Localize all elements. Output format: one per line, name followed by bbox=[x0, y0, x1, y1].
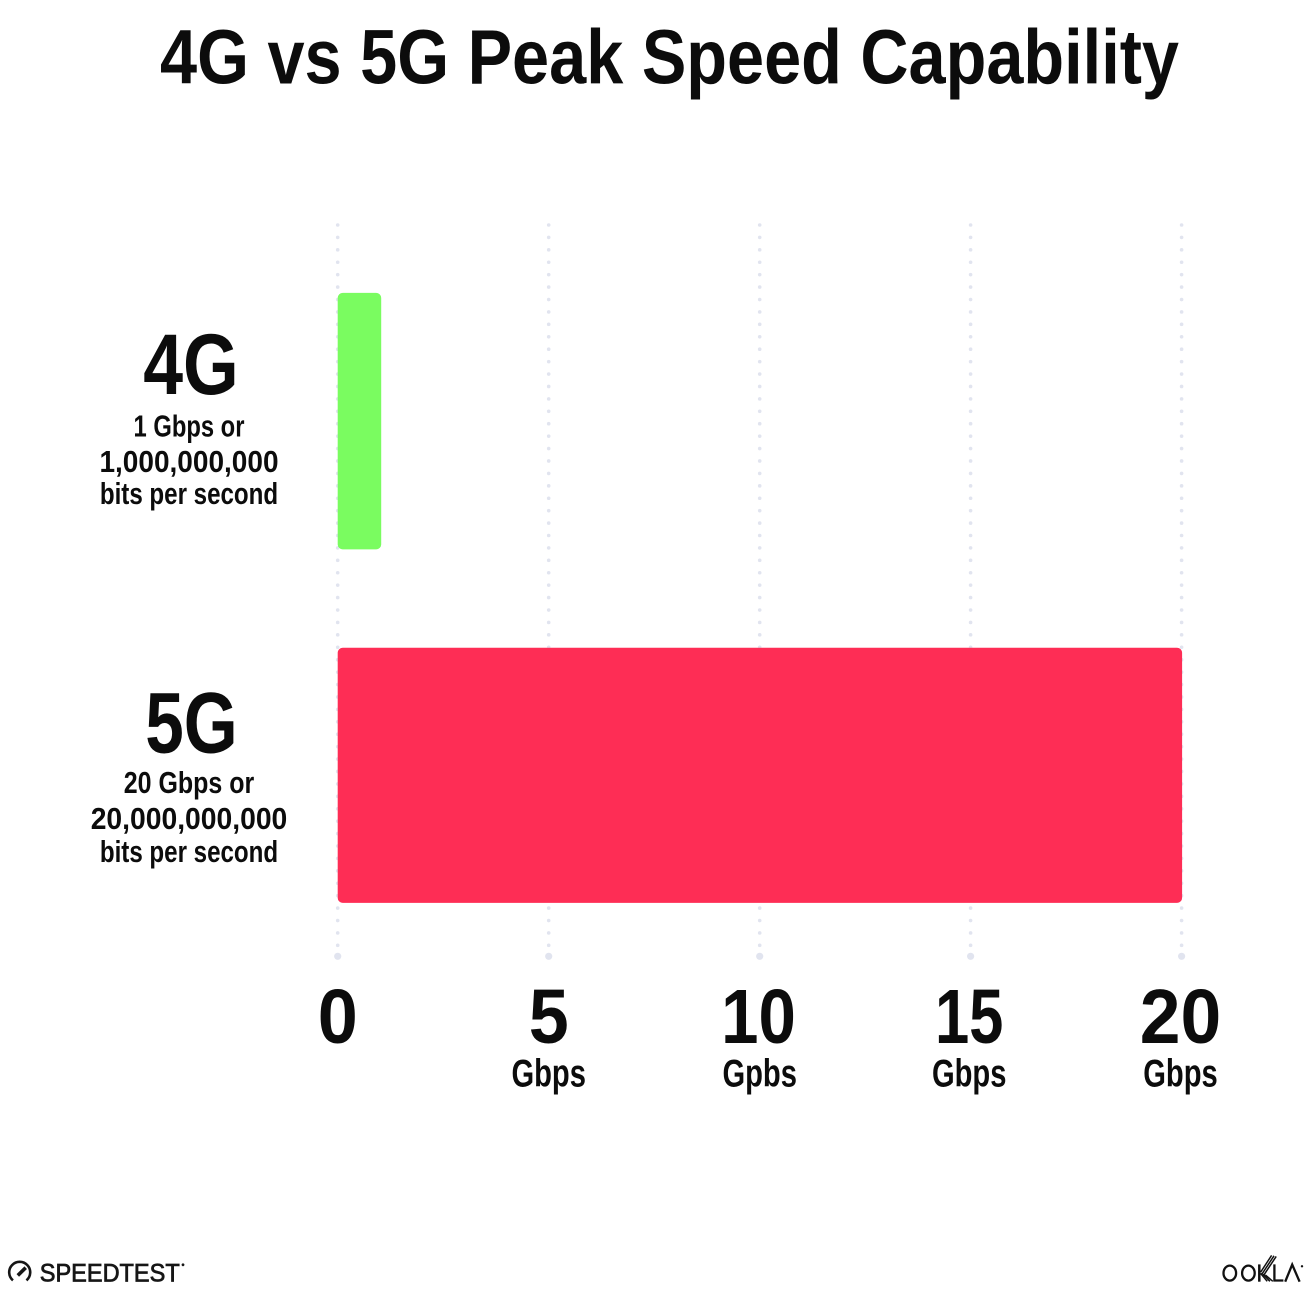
svg-text:4G vs 5G Peak Speed Capability: 4G vs 5G Peak Speed Capability bbox=[160, 15, 1179, 101]
svg-text:1 Gbps or: 1 Gbps or bbox=[134, 409, 245, 443]
svg-text:20 Gbps or: 20 Gbps or bbox=[124, 766, 255, 800]
svg-text:bits per second: bits per second bbox=[100, 477, 278, 511]
svg-text:4G: 4G bbox=[143, 317, 239, 413]
svg-text:Gbps: Gbps bbox=[511, 1052, 586, 1095]
svg-text:5: 5 bbox=[529, 974, 569, 1060]
svg-text:1,000,000,000: 1,000,000,000 bbox=[99, 445, 278, 479]
svg-text:20,000,000,000: 20,000,000,000 bbox=[91, 802, 288, 836]
svg-text:Gpbs: Gpbs bbox=[722, 1052, 797, 1095]
svg-text:Gbps: Gbps bbox=[1143, 1052, 1218, 1095]
svg-text:SPEEDTEST: SPEEDTEST bbox=[40, 1260, 180, 1287]
svg-text:15: 15 bbox=[935, 974, 1004, 1060]
svg-text:0: 0 bbox=[318, 974, 358, 1060]
svg-text:10: 10 bbox=[721, 974, 796, 1060]
svg-text:5G: 5G bbox=[145, 676, 238, 772]
svg-text:bits per second: bits per second bbox=[100, 835, 278, 869]
svg-text:20: 20 bbox=[1140, 974, 1222, 1060]
svg-text:Gbps: Gbps bbox=[932, 1052, 1007, 1095]
